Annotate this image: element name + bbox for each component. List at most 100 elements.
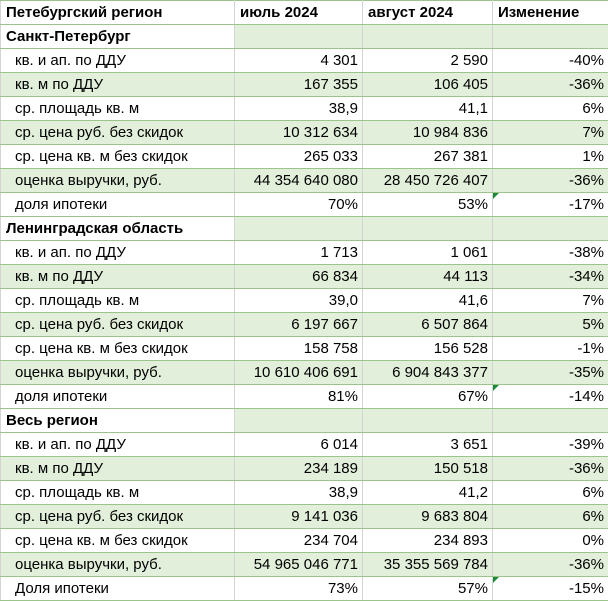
metric-label-cell[interactable]: оценка выручки, руб. xyxy=(1,361,235,385)
metric-label-cell[interactable]: кв. м по ДДУ xyxy=(1,265,235,289)
august-value-cell[interactable]: 53% xyxy=(363,193,493,217)
august-value-cell[interactable]: 6 507 864 xyxy=(363,313,493,337)
change-value-cell[interactable]: 6% xyxy=(493,505,608,529)
july-value-cell[interactable]: 70% xyxy=(235,193,363,217)
change-value-cell[interactable]: -38% xyxy=(493,241,608,265)
header-region[interactable]: Петебургский регион xyxy=(1,1,235,25)
header-change[interactable]: Изменение xyxy=(493,1,608,25)
section-empty-cell[interactable] xyxy=(493,217,608,241)
metric-label-cell[interactable]: доля ипотеки xyxy=(1,385,235,409)
change-value-cell[interactable]: -36% xyxy=(493,553,608,577)
metric-label-cell[interactable]: кв. м по ДДУ xyxy=(1,457,235,481)
july-value-cell[interactable]: 39,0 xyxy=(235,289,363,313)
change-value-cell[interactable]: -34% xyxy=(493,265,608,289)
error-indicator-icon[interactable] xyxy=(493,193,499,199)
july-value-cell[interactable]: 10 312 634 xyxy=(235,121,363,145)
change-value-cell[interactable]: -36% xyxy=(493,73,608,97)
section-empty-cell[interactable] xyxy=(363,409,493,433)
august-value-cell[interactable]: 41,1 xyxy=(363,97,493,121)
july-value-cell[interactable]: 9 141 036 xyxy=(235,505,363,529)
metric-label-cell[interactable]: ср. цена кв. м без скидок xyxy=(1,337,235,361)
section-empty-cell[interactable] xyxy=(493,25,608,49)
metric-label-cell[interactable]: оценка выручки, руб. xyxy=(1,169,235,193)
change-value-cell[interactable]: -15% xyxy=(493,577,608,601)
august-value-cell[interactable]: 9 683 804 xyxy=(363,505,493,529)
change-value-cell[interactable]: -35% xyxy=(493,361,608,385)
change-value-cell[interactable]: 1% xyxy=(493,145,608,169)
july-value-cell[interactable]: 38,9 xyxy=(235,481,363,505)
august-value-cell[interactable]: 10 984 836 xyxy=(363,121,493,145)
august-value-cell[interactable]: 156 528 xyxy=(363,337,493,361)
august-value-cell[interactable]: 44 113 xyxy=(363,265,493,289)
metric-label-cell[interactable]: кв. и ап. по ДДУ xyxy=(1,49,235,73)
august-value-cell[interactable]: 41,2 xyxy=(363,481,493,505)
section-title[interactable]: Ленинградская область xyxy=(1,217,235,241)
change-value-cell[interactable]: -36% xyxy=(493,169,608,193)
metric-label-cell[interactable]: кв. и ап. по ДДУ xyxy=(1,241,235,265)
change-value-cell[interactable]: -1% xyxy=(493,337,608,361)
metric-label-cell[interactable]: доля ипотеки xyxy=(1,193,235,217)
metric-label-cell[interactable]: ср. цена кв. м без скидок xyxy=(1,529,235,553)
july-value-cell[interactable]: 4 301 xyxy=(235,49,363,73)
august-value-cell[interactable]: 106 405 xyxy=(363,73,493,97)
august-value-cell[interactable]: 1 061 xyxy=(363,241,493,265)
metric-label-cell[interactable]: оценка выручки, руб. xyxy=(1,553,235,577)
section-empty-cell[interactable] xyxy=(363,25,493,49)
july-value-cell[interactable]: 1 713 xyxy=(235,241,363,265)
section-empty-cell[interactable] xyxy=(235,25,363,49)
change-value-cell[interactable]: 6% xyxy=(493,481,608,505)
july-value-cell[interactable]: 54 965 046 771 xyxy=(235,553,363,577)
july-value-cell[interactable]: 158 758 xyxy=(235,337,363,361)
july-value-cell[interactable]: 81% xyxy=(235,385,363,409)
august-value-cell[interactable]: 6 904 843 377 xyxy=(363,361,493,385)
july-value-cell[interactable]: 234 189 xyxy=(235,457,363,481)
section-empty-cell[interactable] xyxy=(493,409,608,433)
section-empty-cell[interactable] xyxy=(235,409,363,433)
july-value-cell[interactable]: 44 354 640 080 xyxy=(235,169,363,193)
change-value-cell[interactable]: 7% xyxy=(493,121,608,145)
august-value-cell[interactable]: 28 450 726 407 xyxy=(363,169,493,193)
july-value-cell[interactable]: 66 834 xyxy=(235,265,363,289)
change-value-cell[interactable]: -36% xyxy=(493,457,608,481)
change-value-cell[interactable]: -39% xyxy=(493,433,608,457)
metric-label-cell[interactable]: ср. площадь кв. м xyxy=(1,289,235,313)
july-value-cell[interactable]: 167 355 xyxy=(235,73,363,97)
metric-label-cell[interactable]: ср. площадь кв. м xyxy=(1,97,235,121)
july-value-cell[interactable]: 265 033 xyxy=(235,145,363,169)
change-value-cell[interactable]: 6% xyxy=(493,97,608,121)
metric-label-cell[interactable]: ср. площадь кв. м xyxy=(1,481,235,505)
august-value-cell[interactable]: 234 893 xyxy=(363,529,493,553)
error-indicator-icon[interactable] xyxy=(493,385,499,391)
august-value-cell[interactable]: 267 381 xyxy=(363,145,493,169)
error-indicator-icon[interactable] xyxy=(493,577,499,583)
metric-label-cell[interactable]: ср. цена руб. без скидок xyxy=(1,313,235,337)
metric-label-cell[interactable]: Доля ипотеки xyxy=(1,577,235,601)
change-value-cell[interactable]: 5% xyxy=(493,313,608,337)
section-title[interactable]: Санкт-Петербург xyxy=(1,25,235,49)
metric-label-cell[interactable]: ср. цена кв. м без скидок xyxy=(1,145,235,169)
july-value-cell[interactable]: 73% xyxy=(235,577,363,601)
metric-label-cell[interactable]: ср. цена руб. без скидок xyxy=(1,121,235,145)
august-value-cell[interactable]: 3 651 xyxy=(363,433,493,457)
change-value-cell[interactable]: -17% xyxy=(493,193,608,217)
metric-label-cell[interactable]: ср. цена руб. без скидок xyxy=(1,505,235,529)
metric-label-cell[interactable]: кв. и ап. по ДДУ xyxy=(1,433,235,457)
section-empty-cell[interactable] xyxy=(363,217,493,241)
header-august[interactable]: август 2024 xyxy=(363,1,493,25)
metric-label-cell[interactable]: кв. м по ДДУ xyxy=(1,73,235,97)
section-title[interactable]: Весь регион xyxy=(1,409,235,433)
july-value-cell[interactable]: 10 610 406 691 xyxy=(235,361,363,385)
august-value-cell[interactable]: 57% xyxy=(363,577,493,601)
change-value-cell[interactable]: -40% xyxy=(493,49,608,73)
august-value-cell[interactable]: 41,6 xyxy=(363,289,493,313)
july-value-cell[interactable]: 234 704 xyxy=(235,529,363,553)
august-value-cell[interactable]: 67% xyxy=(363,385,493,409)
july-value-cell[interactable]: 6 197 667 xyxy=(235,313,363,337)
july-value-cell[interactable]: 6 014 xyxy=(235,433,363,457)
change-value-cell[interactable]: 7% xyxy=(493,289,608,313)
august-value-cell[interactable]: 150 518 xyxy=(363,457,493,481)
change-value-cell[interactable]: -14% xyxy=(493,385,608,409)
august-value-cell[interactable]: 2 590 xyxy=(363,49,493,73)
august-value-cell[interactable]: 35 355 569 784 xyxy=(363,553,493,577)
header-july[interactable]: июль 2024 xyxy=(235,1,363,25)
